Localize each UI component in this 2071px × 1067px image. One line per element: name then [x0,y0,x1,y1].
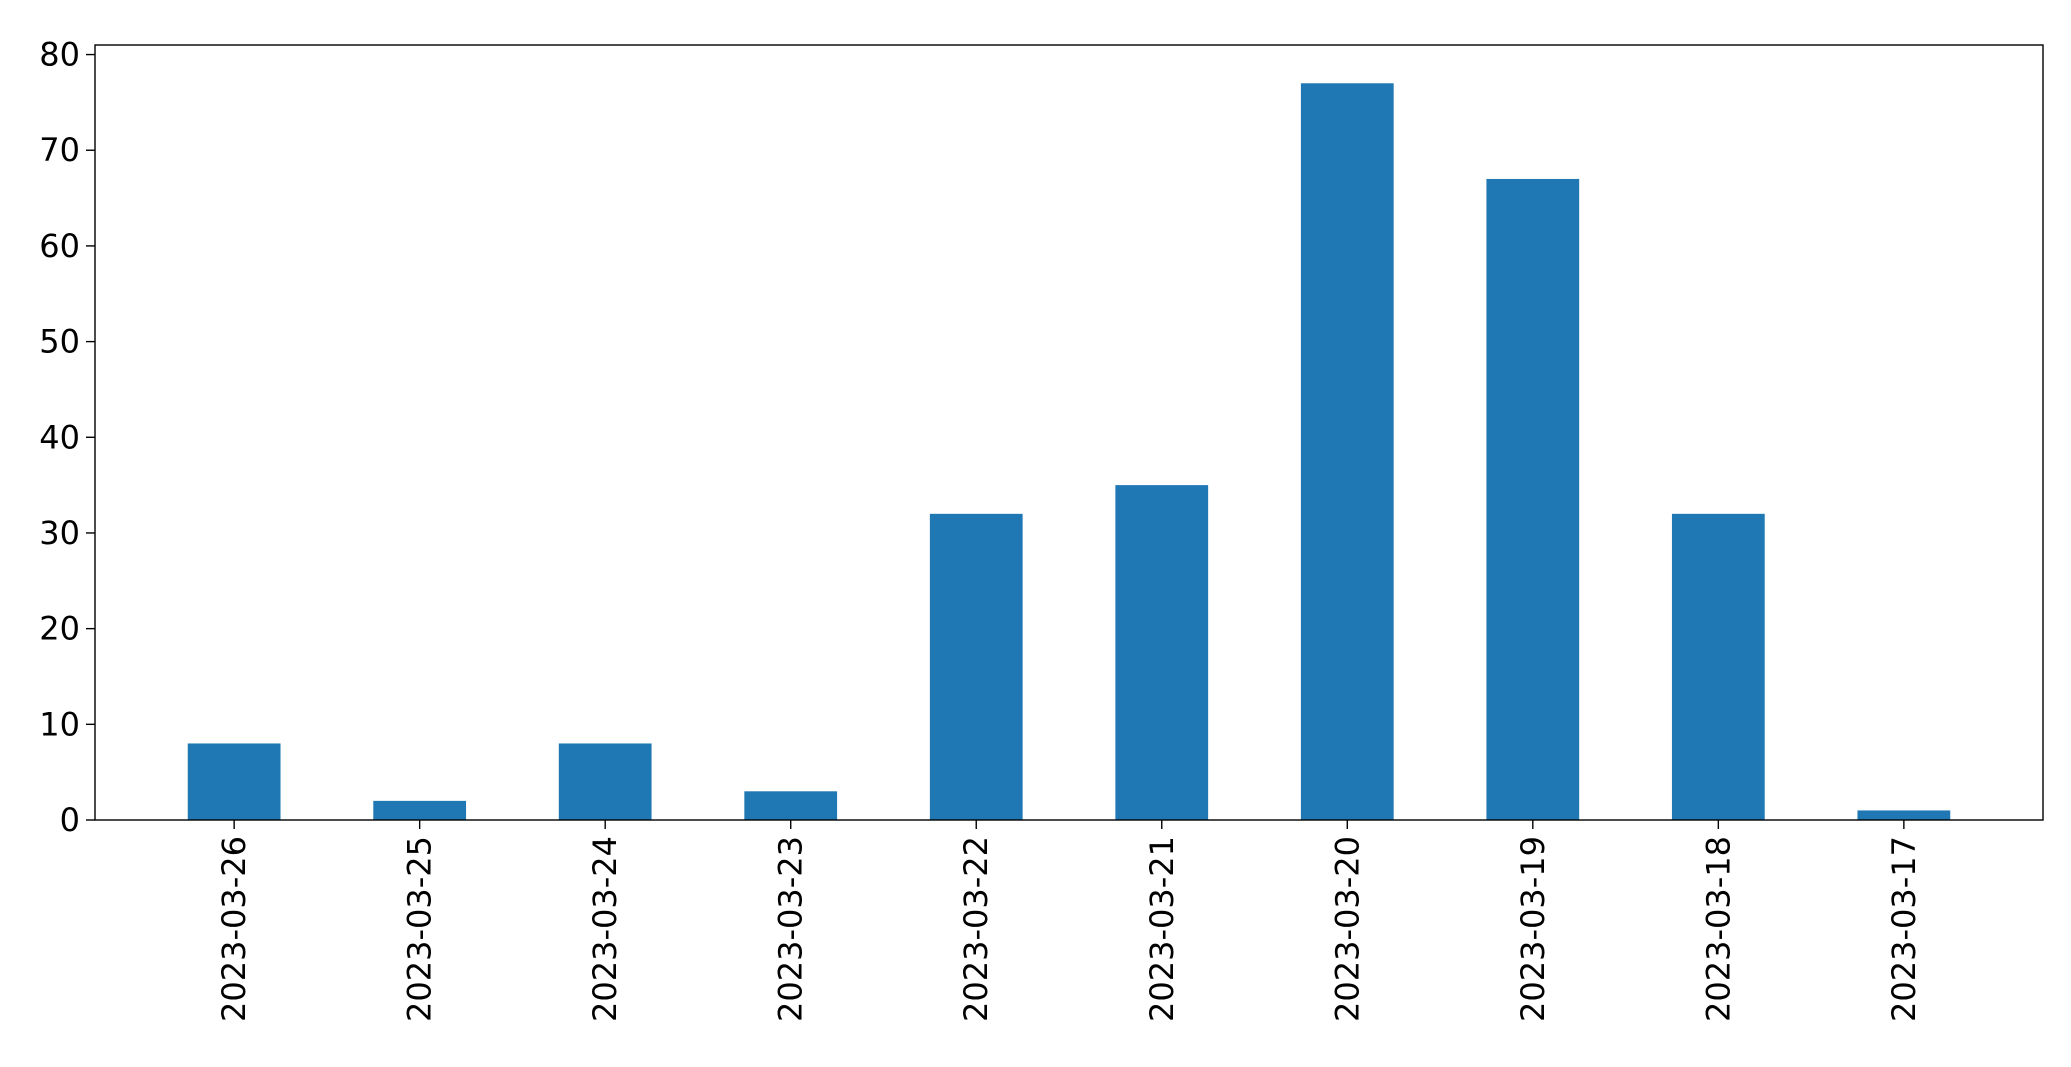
x-tick-label: 2023-03-21 [1143,836,1181,1022]
bar-2023-03-22 [929,513,1023,820]
bars-group [187,83,1951,820]
y-tick-label: 40 [39,418,80,456]
y-tick-label: 70 [39,131,80,169]
x-tick-label: 2023-03-22 [957,836,995,1022]
bar-2023-03-26 [187,743,281,820]
plot-frame [94,44,2044,821]
bar-2023-03-24 [558,743,652,820]
bar-2023-03-18 [1671,513,1765,820]
y-tick-label: 50 [39,323,80,361]
bar-2023-03-19 [1486,178,1580,820]
bar-2023-03-20 [1300,83,1394,820]
x-tick-label: 2023-03-24 [586,836,624,1022]
x-tick-label: 2023-03-19 [1514,836,1552,1022]
y-tick-label: 10 [39,705,80,743]
bar-2023-03-23 [744,791,838,820]
y-axis: 0 10 20 30 40 50 60 70 80 [39,36,95,839]
bar-2023-03-17 [1857,810,1951,820]
x-tick-label: 2023-03-25 [401,836,439,1022]
y-tick-label: 30 [39,514,80,552]
bar-2023-03-21 [1115,485,1209,820]
y-tick-label: 20 [39,610,80,648]
x-tick-label: 2023-03-26 [215,836,253,1022]
x-tick-label: 2023-03-18 [1699,836,1737,1022]
bar-2023-03-25 [373,800,467,820]
x-tick-label: 2023-03-20 [1328,836,1366,1022]
y-tick-label: 80 [39,36,80,74]
y-tick-label: 60 [39,227,80,265]
x-tick-label: 2023-03-17 [1885,836,1923,1022]
x-axis: 2023-03-26 2023-03-25 2023-03-24 2023-03-23… [215,820,1923,1022]
x-tick-label: 2023-03-23 [772,836,810,1022]
y-tick-label: 0 [60,801,80,839]
